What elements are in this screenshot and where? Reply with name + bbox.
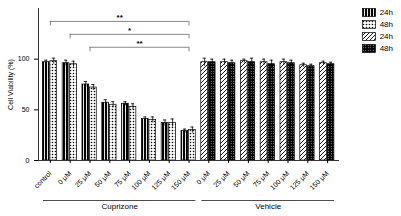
svg-text:75 μM: 75 μM: [251, 169, 271, 189]
html-text:48h: 48h: [379, 44, 393, 53]
html-text:48h: 48h: [379, 20, 393, 29]
html-text:24h: 24h: [379, 8, 393, 17]
svg-text:100 μM: 100 μM: [269, 170, 291, 192]
html-text:24h: 24h: [379, 32, 393, 41]
svg-text:100 μM: 100 μM: [130, 170, 152, 192]
svg-text:Vehicle: Vehicle: [255, 202, 281, 211]
svg-text:150 μM: 150 μM: [308, 170, 330, 192]
svg-text:25 μM: 25 μM: [212, 170, 232, 190]
svg-text:100: 100: [18, 55, 30, 62]
svg-text:125 μM: 125 μM: [150, 170, 172, 192]
svg-text:0: 0: [26, 157, 30, 164]
svg-text:125 μM: 125 μM: [289, 170, 311, 192]
svg-text:0 μM: 0 μM: [56, 170, 73, 187]
svg-text:Cuprizone: Cuprizone: [101, 202, 138, 211]
svg-text:50: 50: [22, 106, 30, 113]
svg-text:25 μM: 25 μM: [73, 170, 93, 190]
svg-text:150 μM: 150 μM: [170, 170, 192, 192]
svg-text:50 μM: 50 μM: [232, 170, 252, 190]
svg-text:0 μM: 0 μM: [195, 170, 212, 187]
svg-text:75 μM: 75 μM: [113, 169, 132, 189]
svg-text:Cell Viability (%): Cell Viability (%): [7, 59, 15, 110]
svg-text:control: control: [33, 169, 53, 189]
svg-text:**: **: [136, 39, 143, 48]
svg-text:*: *: [128, 26, 132, 35]
svg-text:**: **: [117, 13, 124, 22]
svg-text:50 μM: 50 μM: [93, 170, 113, 190]
